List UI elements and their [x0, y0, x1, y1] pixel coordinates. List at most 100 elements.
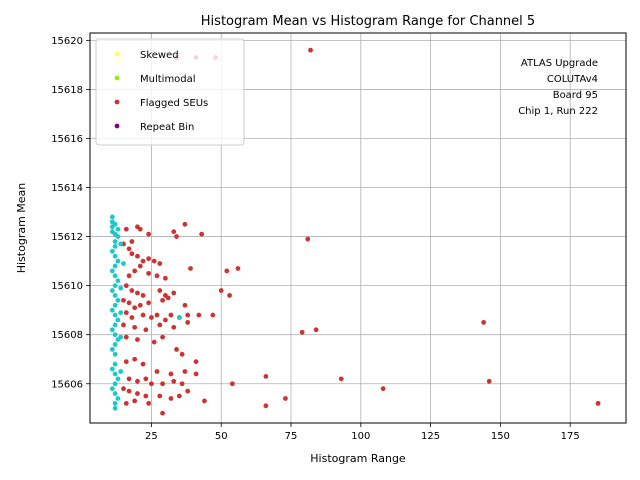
data-point [171, 229, 177, 235]
data-point [313, 327, 319, 333]
data-point [112, 283, 118, 289]
data-point [132, 324, 138, 330]
data-point [154, 312, 160, 318]
plot-frame [89, 32, 627, 424]
x-axis-title: Histogram Range [310, 452, 406, 465]
data-point [123, 359, 129, 365]
data-point [157, 261, 163, 266]
data-point [165, 295, 171, 301]
data-point [135, 253, 140, 259]
legend-marker [114, 99, 120, 105]
data-point [112, 302, 118, 308]
data-point [121, 386, 126, 392]
data-point [135, 391, 140, 396]
data-point [193, 359, 199, 365]
data-point [143, 393, 149, 399]
y-axis-title: Histogram Mean [15, 183, 28, 274]
data-point [118, 285, 124, 291]
data-point [481, 320, 487, 325]
data-point [126, 376, 132, 382]
data-point [185, 312, 191, 318]
x-tick-label: 100 [351, 431, 370, 442]
data-point [168, 312, 174, 318]
x-tick-label: 75 [285, 431, 298, 442]
data-point [168, 371, 174, 377]
annotation-line: Board 95 [553, 90, 598, 101]
data-point [126, 388, 132, 394]
legend: Skewed Multimodal Flagged SEUs Repeat Bin [95, 38, 245, 146]
data-point [143, 376, 149, 382]
y-axis-ticks: 15606 15608 15610 15612 15614 15616 15618 15620 [51, 36, 90, 390]
legend-label: Flagged SEUs [140, 98, 208, 109]
x-tick-label: 150 [491, 431, 510, 442]
data-point [115, 226, 121, 232]
data-point [229, 381, 235, 387]
data-point [263, 403, 269, 409]
data-point [160, 410, 165, 416]
data-point [146, 300, 152, 306]
data-point [126, 300, 132, 306]
data-point [109, 214, 115, 220]
legend-marker [114, 51, 120, 57]
y-tick-label: 15620 [51, 36, 83, 47]
data-point [308, 47, 313, 53]
y-tick-label: 15606 [51, 379, 83, 390]
data-point [171, 324, 177, 330]
data-point [162, 317, 168, 323]
data-point [160, 334, 165, 340]
data-point [140, 312, 146, 318]
legend-box [95, 38, 245, 146]
data-point [109, 248, 115, 254]
data-point [129, 315, 135, 320]
data-point [121, 297, 126, 303]
data-point [115, 278, 121, 284]
data-point [146, 256, 152, 262]
data-point [112, 361, 118, 367]
data-point [137, 226, 143, 232]
x-tick-label: 50 [215, 431, 228, 442]
y-tick-label: 15610 [51, 281, 83, 292]
data-point [151, 339, 157, 345]
data-point [299, 329, 305, 335]
data-point [174, 347, 179, 352]
data-point [135, 290, 140, 296]
data-point [129, 239, 135, 244]
data-point [182, 369, 188, 374]
data-point [380, 386, 386, 392]
data-point [151, 258, 157, 264]
data-point [121, 261, 126, 266]
data-point [227, 293, 232, 298]
data-point [171, 290, 177, 296]
data-point [123, 226, 129, 232]
data-point [162, 275, 168, 281]
data-point [126, 273, 132, 279]
data-point [123, 310, 129, 316]
data-point [112, 371, 118, 377]
data-point [112, 273, 118, 279]
data-point [132, 356, 138, 362]
data-point [188, 266, 193, 271]
data-point [179, 351, 185, 357]
data-point [185, 388, 191, 394]
y-tick-label: 15612 [51, 232, 83, 243]
data-point [112, 263, 118, 269]
data-point [235, 266, 241, 271]
x-tick-label: 125 [421, 431, 440, 442]
x-tick-label: 25 [145, 431, 158, 442]
data-point [112, 239, 118, 244]
data-point [109, 386, 115, 392]
data-point [202, 398, 207, 404]
x-tick-label: 175 [561, 431, 580, 442]
data-point [149, 381, 154, 387]
data-point [132, 398, 138, 404]
data-point [112, 293, 118, 298]
data-point [157, 322, 163, 328]
data-point [121, 322, 126, 328]
data-point [171, 378, 177, 384]
data-point [305, 236, 311, 242]
data-point [182, 221, 188, 227]
data-point [146, 400, 152, 406]
data-point [283, 396, 288, 401]
data-point [112, 381, 118, 387]
data-point [135, 337, 140, 343]
